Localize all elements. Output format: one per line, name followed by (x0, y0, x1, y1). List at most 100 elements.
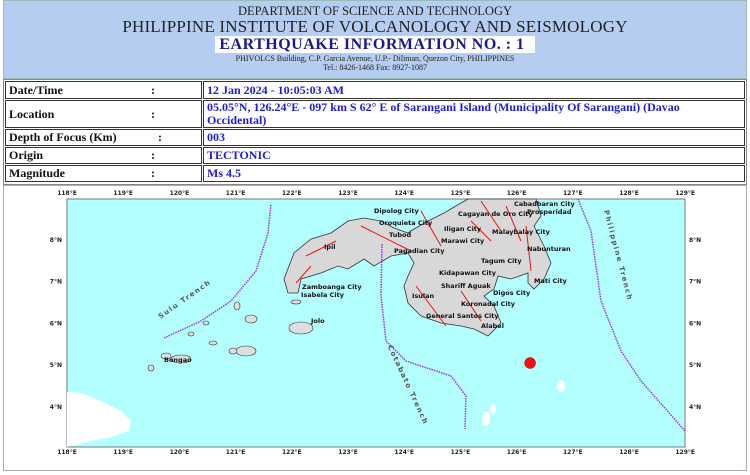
colon: : (151, 148, 155, 162)
address: PHIVOLCS Building, C.P. Garcia Avenue, U… (235, 54, 515, 63)
fault-line (505, 205, 522, 242)
latitude-tick-label: 7°N (689, 279, 701, 286)
row-depth: Depth of Focus (Km): 003 (5, 129, 745, 146)
longitude-tick-label: 126°E (507, 449, 527, 456)
island (233, 301, 241, 311)
city-label: Jolo (310, 317, 325, 325)
longitude-tick-label: 120°E (170, 449, 190, 456)
earthquake-details-table: Date/Time: 12 Jan 2024 - 10:05:03 AM Loca… (3, 79, 747, 185)
longitude-tick-label: 127°E (563, 449, 583, 456)
colon: : (158, 130, 162, 144)
contact: Tel.: 8426-1468 Fax: 8927-1087 (323, 63, 427, 72)
institute-name: PHILIPPINE INSTITUTE OF VOLCANOLOGY AND … (122, 17, 628, 36)
fault-line (295, 265, 312, 284)
longitude-tick-label: 124°E (394, 449, 414, 456)
island (160, 352, 172, 360)
latitude-tick-label: 8°N (50, 237, 62, 244)
island (147, 364, 155, 372)
city-label: Nabunturan (527, 245, 571, 253)
city-label: General Santos City (426, 312, 499, 320)
city-label: Malaybalay City (492, 228, 551, 236)
longitude-tick-label: 118°E (57, 190, 77, 197)
longitude-tick-label: 126°E (507, 190, 527, 197)
island (557, 380, 565, 392)
longitude-tick-label: 122°E (282, 449, 302, 456)
label: Origin (9, 148, 44, 162)
island (290, 299, 302, 305)
epicenter-map-panel: Sulu Trench Cotabato Trench Philippine Tre… (3, 185, 747, 471)
city-label: Dipolog City (374, 207, 419, 215)
city-label: Isulan (412, 292, 435, 300)
value-depth: 003 (203, 129, 745, 146)
longitude-tick-label: 125°E (451, 190, 471, 197)
island (202, 320, 210, 326)
fault-line (360, 225, 412, 252)
bulletin-header: DEPARTMENT OF SCIENCE AND TECHNOLOGY PHI… (3, 0, 747, 79)
longitude-tick-label: 128°E (619, 190, 639, 197)
island (187, 331, 195, 337)
city-label: Ipil (324, 243, 336, 251)
city-label: Pagadian City (394, 247, 445, 255)
city-label: Marawi City (441, 237, 485, 245)
longitude-tick-label: 127°E (563, 190, 583, 197)
fault-line (460, 290, 482, 322)
longitude-tick-label: 119°E (113, 190, 133, 197)
longitude-tick-label: 123°E (338, 449, 358, 456)
city-label: Alabel (481, 322, 504, 330)
value-origin: TECTONIC (203, 147, 745, 164)
longitude-tick-label: 128°E (619, 449, 639, 456)
fault-line (480, 200, 502, 232)
longitude-tick-label: 123°E (338, 190, 358, 197)
city-label: Kidapawan City (439, 269, 497, 277)
island (482, 412, 490, 426)
longitude-tick-label: 118°E (57, 449, 77, 456)
value-location: 05.05°N, 126.24°E - 097 km S 62° E of Sa… (203, 100, 745, 128)
trench-line (380, 243, 467, 430)
city-label: Cagayan de Oro City (458, 210, 533, 218)
latitude-tick-label: 6°N (689, 320, 701, 327)
longitude-tick-label: 125°E (451, 449, 471, 456)
trench-line (163, 203, 272, 339)
city-label: Tagum City (481, 257, 522, 265)
city-label: Tubod (389, 231, 411, 239)
fault-line (420, 210, 442, 247)
island (288, 321, 314, 335)
latitude-tick-label: 5°N (50, 362, 62, 369)
longitude-tick-label: 119°E (113, 449, 133, 456)
island (490, 404, 496, 414)
row-location: Location: 05.05°N, 126.24°E - 097 km S 62… (5, 100, 745, 128)
city-label: Isabela City (301, 291, 345, 299)
label: Magnitude (9, 166, 66, 180)
row-magnitude: Magnitude: Ms 4.5 (5, 165, 745, 182)
label: Location (9, 106, 55, 121)
island (208, 340, 218, 346)
fault-line (525, 225, 532, 272)
longitude-tick-label: 129°E (675, 190, 695, 197)
value-datetime: 12 Jan 2024 - 10:05:03 AM (203, 81, 745, 99)
city-label: Bongao (164, 356, 192, 364)
label: Date/Time (9, 82, 63, 97)
city-label: Shariff Aguak (441, 282, 491, 290)
latitude-tick-label: 4°N (50, 404, 62, 411)
longitude-tick-label: 120°E (170, 190, 190, 197)
trench-line (577, 198, 686, 432)
colon: : (151, 82, 155, 97)
fault-line (470, 220, 492, 242)
fault-line (415, 285, 447, 327)
city-label: Digos City (493, 289, 531, 297)
row-datetime: Date/Time: 12 Jan 2024 - 10:05:03 AM (5, 81, 745, 99)
latitude-tick-label: 8°N (689, 237, 701, 244)
longitude-tick-label: 122°E (282, 190, 302, 197)
latitude-tick-label: 7°N (50, 279, 62, 286)
city-label: Oroquieta City (379, 219, 433, 227)
city-label: Zamboanga City (302, 283, 362, 291)
mindanao-island (283, 198, 552, 337)
fault-line (305, 240, 337, 257)
longitude-tick-label: 129°E (675, 449, 695, 456)
epicenter-marker (524, 357, 536, 369)
row-origin: Origin: TECTONIC (5, 147, 745, 164)
city-label: Mati City (534, 277, 568, 285)
value-magnitude: Ms 4.5 (203, 165, 745, 182)
city-label: Prosperidad (527, 208, 572, 216)
